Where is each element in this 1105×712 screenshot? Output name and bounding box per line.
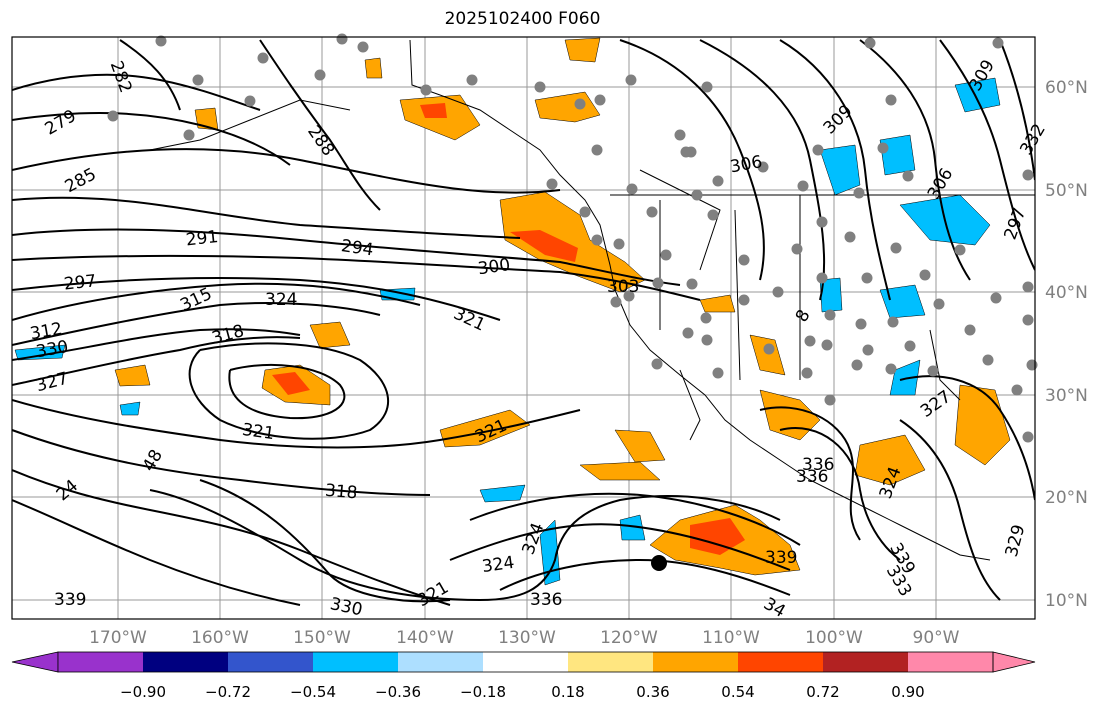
- contour-label: 300: [477, 255, 512, 279]
- contour-label: 291: [185, 227, 219, 250]
- lon-label: 100°W: [805, 628, 863, 648]
- lon-label: 130°W: [498, 628, 556, 648]
- colorbar-tick: 0.18: [551, 683, 584, 701]
- colorbar-low-extend: [11, 651, 59, 673]
- contour-lines: [12, 39, 1035, 606]
- lat-label: 50°N: [1045, 181, 1088, 201]
- colorbar-tick: −0.36: [375, 683, 421, 701]
- colorbar-tick: 0.36: [636, 683, 669, 701]
- longitude-labels: 170°W 160°W 150°W 140°W 130°W 120°W 110°…: [89, 628, 960, 648]
- contour-label: 294: [340, 236, 375, 260]
- lat-label: 30°N: [1045, 386, 1088, 406]
- contour-label: 318: [324, 481, 358, 504]
- colorbar-tick: 0.72: [806, 683, 839, 701]
- colorbar-high-extend: [992, 651, 1036, 673]
- lat-label: 10°N: [1045, 591, 1088, 611]
- map-frame: [11, 36, 1036, 620]
- map-background: [12, 37, 1035, 619]
- contour-label: 303: [607, 277, 639, 297]
- contour-label: 339: [54, 590, 86, 610]
- lat-label: 60°N: [1045, 78, 1088, 98]
- contour-label: 297: [63, 271, 97, 294]
- coastlines: [149, 39, 1035, 561]
- map-title: 2025102400 F060: [444, 9, 601, 29]
- colorbar: [11, 651, 1036, 673]
- contour-label: 324: [265, 290, 297, 310]
- shaded-field: [14, 37, 1011, 586]
- hurricane-marker: [651, 555, 667, 571]
- colorbar-tick: −0.54: [290, 683, 336, 701]
- contour-label: 336: [530, 590, 562, 610]
- lat-label: 40°N: [1045, 283, 1088, 303]
- lon-label: 170°W: [89, 628, 147, 648]
- colorbar-labels: −0.90 −0.72 −0.54 −0.36 −0.18 0.18 0.36 …: [120, 683, 925, 701]
- contour-label: 324: [481, 553, 516, 577]
- colorbar-tick: −0.90: [120, 683, 166, 701]
- colorbar-tick: −0.72: [205, 683, 251, 701]
- lat-lon-grid: [12, 37, 1035, 619]
- contour-label: 336: [802, 455, 834, 475]
- lon-label: 120°W: [600, 628, 658, 648]
- colorbar-tick: 0.54: [721, 683, 754, 701]
- lon-label: 110°W: [702, 628, 760, 648]
- lat-label: 20°N: [1045, 488, 1088, 508]
- lon-label: 160°W: [191, 628, 249, 648]
- contour-label: 321: [241, 420, 276, 444]
- colorbar-tick: 0.90: [891, 683, 924, 701]
- contour-label: 339: [765, 548, 797, 568]
- lon-label: 90°W: [913, 628, 960, 648]
- station-dots: [107, 33, 1038, 443]
- latitude-labels: 60°N 50°N 40°N 30°N 20°N 10°N: [1045, 78, 1088, 611]
- lon-label: 140°W: [396, 628, 454, 648]
- contour-label: 336: [796, 467, 828, 487]
- lon-label: 150°W: [293, 628, 351, 648]
- colorbar-tick: −0.18: [460, 683, 506, 701]
